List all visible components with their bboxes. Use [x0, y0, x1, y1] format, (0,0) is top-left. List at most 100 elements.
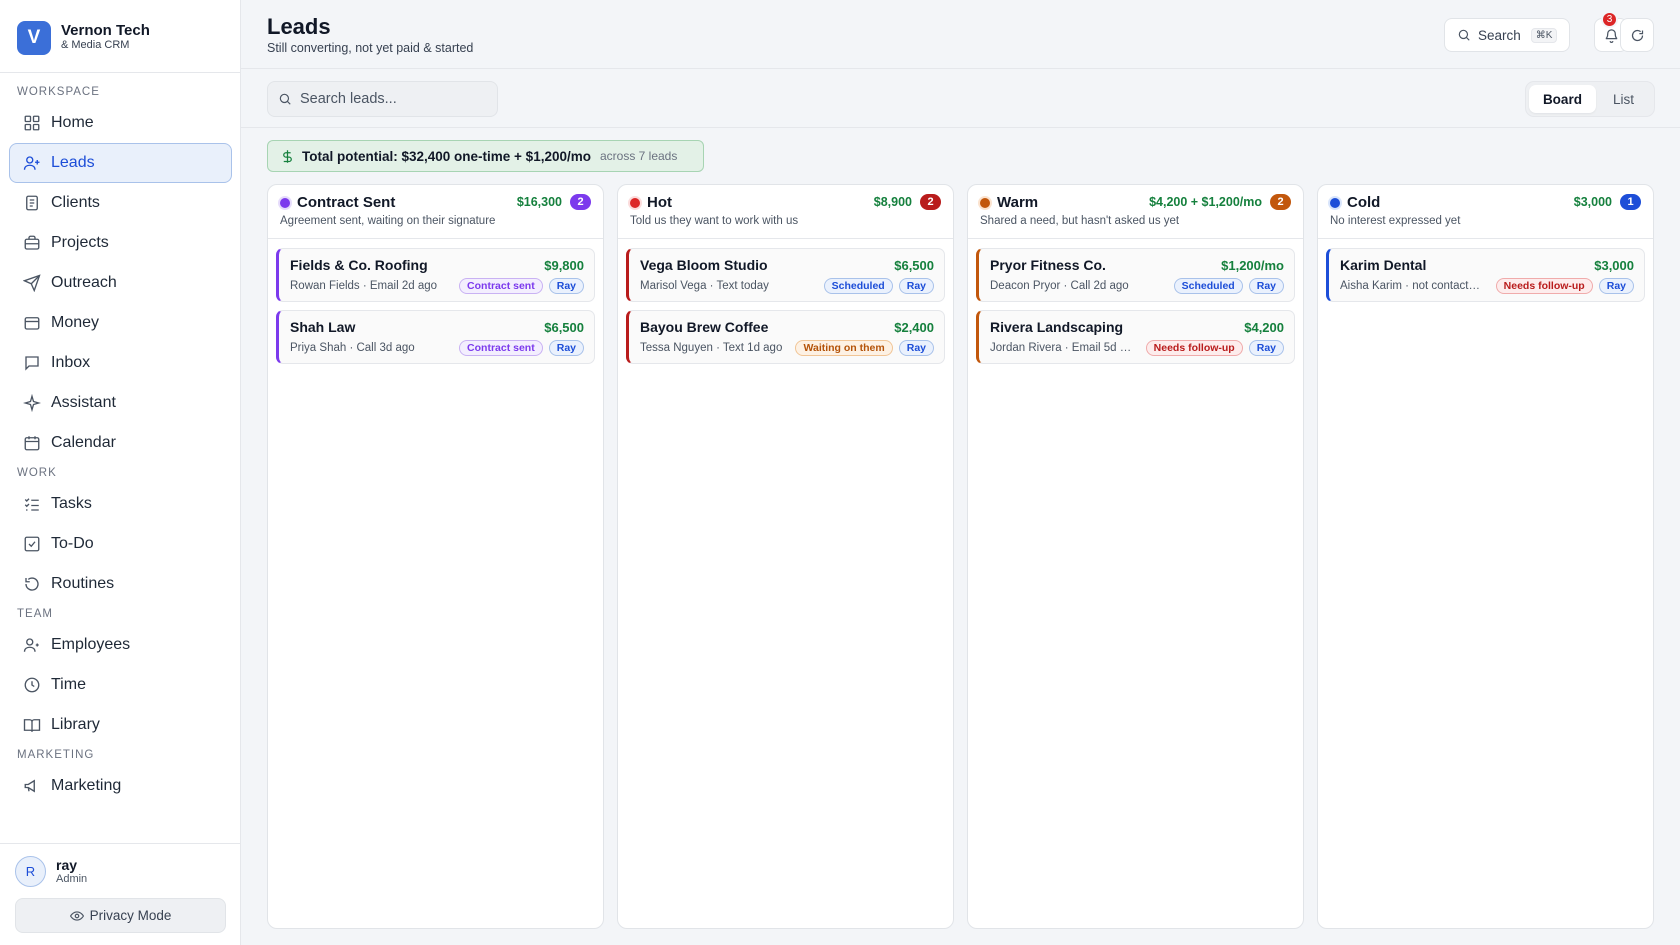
divider [0, 843, 241, 844]
status-badge: Needs follow-up [1145, 340, 1243, 356]
section-team: TEAM [17, 608, 53, 620]
lead-amount: $2,400 [894, 320, 934, 335]
sidebar-item-projects[interactable]: Projects [9, 223, 232, 263]
owner-badge: Ray [1598, 278, 1634, 294]
lead-card[interactable]: Pryor Fitness Co. $1,200/mo Deacon Pryor… [976, 248, 1295, 302]
lead-amount: $1,200/mo [1221, 258, 1284, 273]
eye-icon [69, 910, 84, 921]
sidebar-item-library[interactable]: Library [9, 705, 232, 745]
sidebar-item-calendar[interactable]: Calendar [9, 423, 232, 463]
sidebar-item-routines[interactable]: Routines [9, 564, 232, 604]
section-marketing: MARKETING [17, 749, 95, 761]
lead-meta: Marisol Vega · Text today [640, 280, 769, 292]
sidebar-item-label: Home [51, 114, 94, 131]
sidebar-item-employees[interactable]: Employees [9, 625, 232, 665]
user-profile[interactable]: R ray Admin [15, 856, 87, 887]
view-toggle: Board List [1525, 81, 1655, 117]
sidebar-item-label: Projects [51, 234, 109, 251]
view-list-button[interactable]: List [1612, 91, 1634, 107]
privacy-mode-button[interactable]: Privacy Mode [15, 898, 226, 933]
sidebar-item-money[interactable]: Money [9, 303, 232, 343]
sidebar-item-label: Employees [51, 636, 131, 653]
lead-amount: $3,000 [1594, 258, 1634, 273]
clock-icon [24, 677, 40, 693]
sidebar-item-marketing[interactable]: Marketing [9, 766, 232, 806]
sidebar-item-label: To-Do [51, 535, 94, 552]
lead-amount: $9,800 [544, 258, 584, 273]
sidebar-item-clients[interactable]: Clients [9, 183, 232, 223]
sidebar-item-label: Library [51, 716, 100, 733]
lead-card[interactable]: Fields & Co. Roofing $9,800 Rowan Fields… [276, 248, 595, 302]
lead-count: across 7 leads [599, 149, 678, 163]
sidebar-item-time[interactable]: Time [9, 665, 232, 705]
lead-card[interactable]: Shah Law $6,500 Priya Shah · Call 3d ago… [276, 310, 595, 364]
board-toolbar: Board List [241, 69, 1680, 128]
section-work: WORK [17, 467, 57, 479]
column-count-badge: 2 [570, 194, 591, 210]
column-title: Cold [1347, 194, 1381, 211]
total-potential: Total potential: $32,400 one-time + $1,2… [302, 148, 591, 164]
sidebar-item-label: Money [51, 314, 100, 331]
sidebar-item-home[interactable]: Home [9, 103, 232, 143]
column-amount: $16,300 [516, 195, 562, 209]
send-icon [23, 274, 41, 292]
lead-search-box[interactable] [267, 81, 498, 117]
lead-card[interactable]: Karim Dental $3,000 Aisha Karim · not co… [1326, 248, 1645, 302]
status-dot [630, 198, 640, 208]
owner-badge: Ray [898, 340, 934, 356]
lead-amount: $6,500 [544, 320, 584, 335]
view-board-button[interactable]: Board [1529, 85, 1596, 113]
user-name: ray [56, 856, 78, 873]
sidebar-item-outreach[interactable]: Outreach [9, 263, 232, 303]
owner-badge: Ray [898, 278, 934, 294]
book-icon [23, 719, 41, 732]
calendar-icon [24, 436, 40, 451]
sidebar-item-tasks[interactable]: Tasks [9, 484, 232, 524]
page-subtitle: Still converting, not yet paid & started [267, 41, 474, 55]
column-amount: $8,900 [873, 195, 912, 209]
sidebar-item-label: Tasks [51, 495, 92, 512]
divider [0, 72, 241, 73]
search-label: Search [1478, 27, 1521, 43]
lead-meta: Jordan Rivera · Email 5d … [990, 342, 1132, 354]
lead-card[interactable]: Rivera Landscaping $4,200 Jordan Rivera … [976, 310, 1295, 364]
status-badge: Needs follow-up [1495, 278, 1593, 294]
sidebar-item-inbox[interactable]: Inbox [9, 343, 232, 383]
megaphone-icon [24, 779, 35, 793]
sidebar-item-leads[interactable]: Leads [9, 143, 232, 183]
lead-name: Fields & Co. Roofing [290, 257, 428, 273]
owner-badge: Ray [1248, 340, 1284, 356]
sidebar-item-label: Assistant [51, 394, 116, 411]
sidebar-item-label: Routines [51, 575, 115, 592]
column-description: Agreement sent, waiting on their signatu… [280, 215, 496, 227]
refresh-button[interactable] [1620, 18, 1654, 52]
lead-card[interactable]: Vega Bloom Studio $6,500 Marisol Vega · … [626, 248, 945, 302]
wallet-icon [24, 317, 40, 330]
sidebar-item-todo[interactable]: To-Do [9, 524, 232, 564]
lead-card[interactable]: Bayou Brew Coffee $2,400 Tessa Nguyen · … [626, 310, 945, 364]
status-dot [280, 198, 290, 208]
global-search-button[interactable]: Search ⌘K [1444, 18, 1570, 52]
column-contract-sent: Contract Sent $16,300 2 Agreement sent, … [267, 184, 604, 929]
sidebar-item-label: Time [51, 676, 86, 693]
user-role: Admin [56, 872, 88, 885]
list-check-icon [24, 498, 39, 511]
users-icon [23, 638, 39, 652]
briefcase-icon [24, 235, 40, 250]
column-header: Hot $8,900 2 Told us they want to work w… [618, 185, 953, 239]
column-amount: $3,000 [1573, 195, 1612, 209]
lead-meta: Priya Shah · Call 3d ago [290, 342, 415, 354]
brand-subtitle: & Media CRM [61, 39, 130, 51]
sidebar-item-assistant[interactable]: Assistant [9, 383, 232, 423]
status-badge: Contract sent [459, 340, 543, 356]
lead-search-input[interactable] [300, 91, 490, 107]
column-header: Cold $3,000 1 No interest expressed yet [1318, 185, 1653, 239]
sidebar: V Vernon Tech & Media CRM WORKSPACE Home… [0, 0, 241, 945]
brand[interactable]: V Vernon Tech & Media CRM [17, 21, 150, 55]
message-icon [25, 356, 39, 371]
column-amount: $4,200 + $1,200/mo [1149, 195, 1262, 209]
column-description: No interest expressed yet [1330, 215, 1461, 227]
status-dot [1330, 198, 1340, 208]
owner-badge: Ray [1248, 278, 1284, 294]
sidebar-nav: WORKSPACE Home Leads Clients Projects Ou… [0, 82, 241, 806]
